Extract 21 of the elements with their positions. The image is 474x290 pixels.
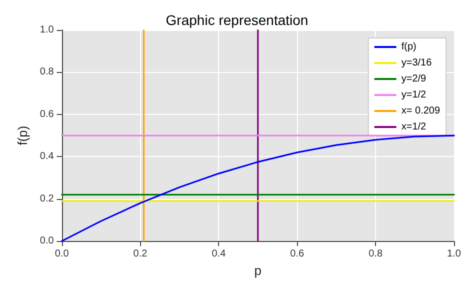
legend-label: y=2/9	[401, 74, 427, 84]
x-axis-title: p	[254, 263, 262, 278]
chart-title: Graphic representation	[166, 12, 308, 28]
x-tick-label: 0.8	[368, 248, 383, 260]
y-tick-label: 1.0	[40, 24, 54, 36]
legend-label: f(p)	[401, 42, 416, 52]
legend-label: x= 0.209	[401, 106, 440, 116]
y-tick-label: 0.6	[40, 108, 54, 120]
y-tick-label: 0.8	[40, 66, 54, 78]
x-tick-label: 0.4	[212, 248, 226, 260]
y-axis-title: f(p)	[15, 126, 30, 146]
x-tick-label: 1.0	[447, 248, 462, 260]
y-tick-label: 0.0	[40, 236, 54, 247]
x-tick-label: 0.6	[290, 248, 305, 260]
legend-label: x=1/2	[401, 122, 427, 132]
legend-label: y=3/16	[401, 58, 432, 68]
y-tick-label: 0.4	[40, 151, 54, 162]
x-tick-label: 0.2	[133, 248, 148, 260]
x-tick-label: 0.0	[54, 248, 70, 260]
legend-label: y=1/2	[401, 90, 427, 100]
y-tick-label: 0.2	[40, 193, 54, 204]
